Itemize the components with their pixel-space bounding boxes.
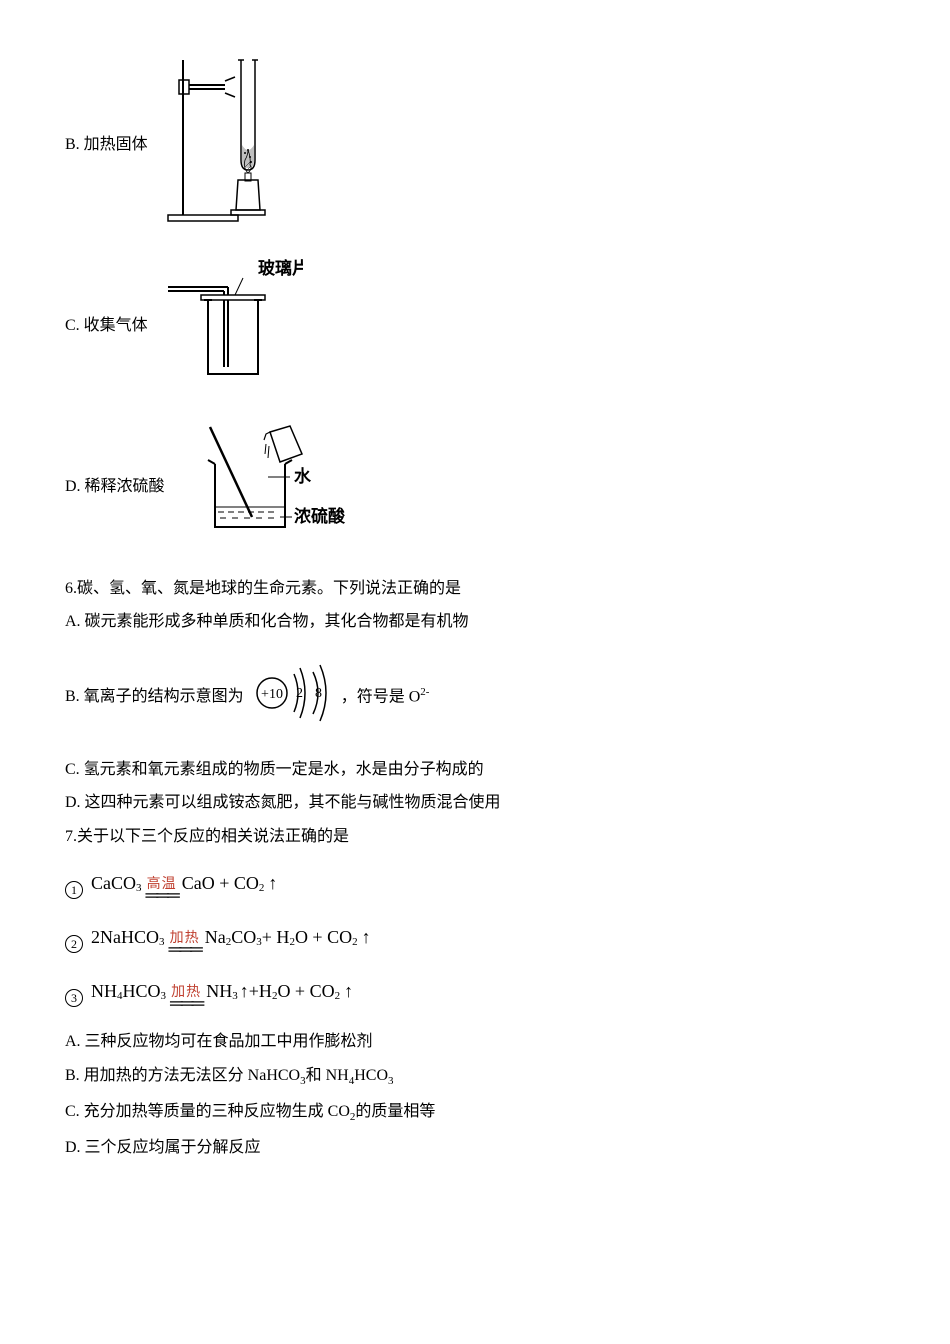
eq3-num: 3 (65, 989, 83, 1007)
q7-eq3: 3 NH4HCO3 加热 ═══ NH3 ↑ +H2O + CO2 ↑ (65, 975, 885, 1007)
svg-text:浓硫酸: 浓硫酸 (294, 506, 346, 526)
option-b-row: B. 加热固体 (65, 55, 885, 234)
option-d-label: D. 稀释浓硫酸 (65, 474, 165, 500)
eq3-content: NH4HCO3 加热 ═══ NH3 ↑ +H2O + CO2 ↑ (91, 977, 353, 1006)
q7-opt-b: B. 用加热的方法无法区分 NaHCO3和 NH4HCO3 (65, 1063, 885, 1091)
eq2-num: 2 (65, 935, 83, 953)
option-b-label: B. 加热固体 (65, 132, 148, 158)
q7-eq1: 1 CaCO3 高温 ═══ CaO + CO2 ↑ (65, 867, 885, 899)
q6-opt-b-suffix: ，符号是 O2- (341, 684, 430, 710)
atom-structure-diagram: +10 2 8 (250, 660, 335, 735)
svg-text:+10: +10 (261, 687, 283, 702)
svg-text:水: 水 (294, 466, 312, 486)
q6-opt-d: D. 这四种元素可以组成铵态氮肥，其不能与碱性物质混合使用 (65, 790, 885, 816)
glass-label: 玻璃片 (258, 259, 303, 278)
gas-collection-diagram: 玻璃片 (163, 259, 303, 393)
q7-opt-d: D. 三个反应均属于分解反应 (65, 1135, 885, 1161)
q6-opt-b-row: B. 氧离子的结构示意图为 +10 2 8 ，符号是 O2- (65, 660, 885, 735)
svg-text:2: 2 (296, 686, 303, 701)
q6-opt-c: C. 氢元素和氧元素组成的物质一定是水，水是由分子构成的 (65, 757, 885, 783)
svg-text:8: 8 (315, 686, 322, 701)
eq1-content: CaCO3 高温 ═══ CaO + CO2 ↑ (91, 869, 277, 898)
q7-eq2: 2 2NaHCO3 加热 ═══ Na2CO3 + H2O + CO2 ↑ (65, 921, 885, 953)
q7-opt-c: C. 充分加热等质量的三种反应物生成 CO2的质量相等 (65, 1099, 885, 1127)
q6-stem: 6.碳、氢、氧、氮是地球的生命元素。下列说法正确的是 (65, 576, 885, 602)
q6-opt-b-prefix: B. 氧离子的结构示意图为 (65, 684, 244, 710)
q7-stem: 7.关于以下三个反应的相关说法正确的是 (65, 824, 885, 850)
option-c-label: C. 收集气体 (65, 313, 148, 339)
eq1-num: 1 (65, 881, 83, 899)
option-d-row: D. 稀释浓硫酸 (65, 422, 885, 551)
heating-solid-diagram (163, 55, 293, 234)
option-c-row: C. 收集气体 玻璃片 (65, 259, 885, 393)
eq2-content: 2NaHCO3 加热 ═══ Na2CO3 + H2O + CO2 ↑ (91, 923, 371, 952)
dilute-acid-diagram: 水 浓硫酸 (180, 422, 360, 551)
q6-opt-a: A. 碳元素能形成多种单质和化合物，其化合物都是有机物 (65, 609, 885, 635)
q7-opt-a: A. 三种反应物均可在食品加工中用作膨松剂 (65, 1029, 885, 1055)
